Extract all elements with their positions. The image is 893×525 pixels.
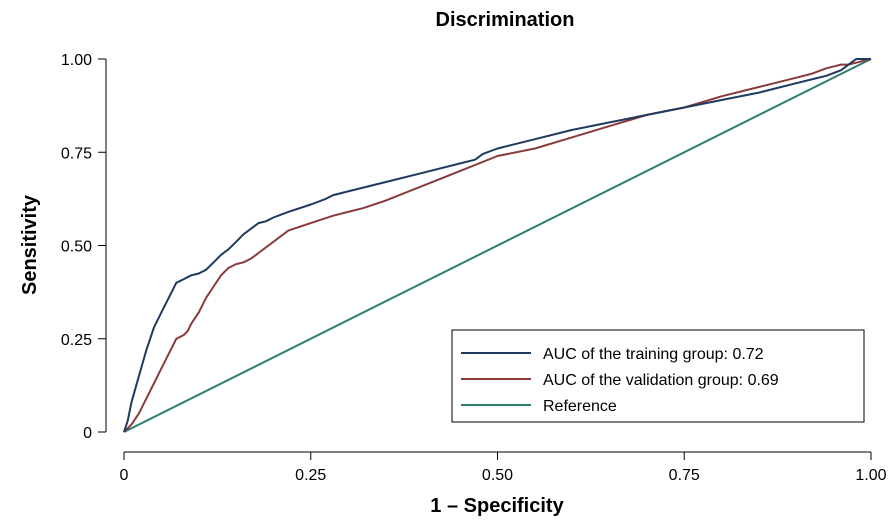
- legend-label-reference: Reference: [543, 398, 617, 415]
- plot-lines: [123, 58, 872, 433]
- legend: AUC of the training group: 0.72 AUC of t…: [451, 329, 865, 423]
- axes: 0 0.25 0.50 0.75 1.00 0 0.25 0.50 0.75 1.00: [61, 52, 887, 484]
- y-tick-label: 0: [83, 425, 92, 442]
- y-axis-label: Sensitivity: [19, 194, 41, 295]
- chart-title: Discrimination: [436, 9, 575, 31]
- legend-label-training: AUC of the training group: 0.72: [543, 346, 764, 363]
- y-tick-label: 1.00: [61, 52, 92, 69]
- x-tick-label: 0: [120, 467, 129, 484]
- series-line-reference: [123, 58, 872, 433]
- y-tick-label: 0.50: [61, 239, 92, 256]
- x-tick-label: 0.50: [482, 467, 513, 484]
- legend-label-validation: AUC of the validation group: 0.69: [543, 372, 779, 389]
- x-tick-label: 1.00: [855, 467, 886, 484]
- legend-box: [451, 329, 865, 423]
- series-line-validation: [123, 58, 872, 433]
- y-tick-label: 0.25: [61, 332, 92, 349]
- x-tick-label: 0.75: [669, 467, 700, 484]
- x-axis-label: 1 – Specificity: [430, 495, 564, 517]
- y-tick-label: 0.75: [61, 145, 92, 162]
- x-tick-label: 0.25: [295, 467, 326, 484]
- series-line-training: [123, 58, 871, 433]
